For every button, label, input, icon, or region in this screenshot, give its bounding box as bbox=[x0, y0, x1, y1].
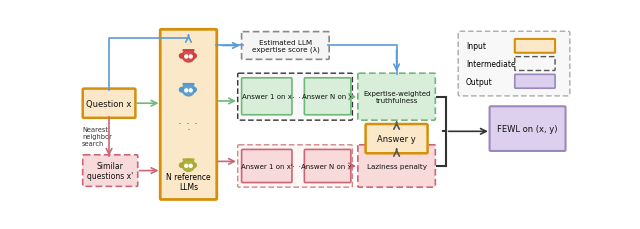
FancyBboxPatch shape bbox=[160, 30, 217, 200]
Circle shape bbox=[179, 55, 184, 59]
FancyBboxPatch shape bbox=[83, 155, 138, 187]
Circle shape bbox=[185, 165, 188, 168]
Text: · · ·: · · · bbox=[292, 161, 308, 171]
Text: Output: Output bbox=[466, 77, 493, 86]
Circle shape bbox=[185, 90, 188, 93]
Text: FEWL on (x, y): FEWL on (x, y) bbox=[497, 125, 558, 134]
FancyBboxPatch shape bbox=[241, 150, 292, 183]
Text: N reference
LLMs: N reference LLMs bbox=[166, 172, 211, 191]
FancyBboxPatch shape bbox=[241, 33, 329, 60]
Circle shape bbox=[189, 90, 192, 93]
Circle shape bbox=[189, 165, 192, 168]
Text: Input: Input bbox=[466, 42, 486, 51]
Circle shape bbox=[189, 56, 192, 59]
FancyBboxPatch shape bbox=[241, 79, 292, 115]
Text: Intermediate: Intermediate bbox=[466, 60, 516, 69]
Circle shape bbox=[192, 55, 196, 59]
Text: Answer 1 on x: Answer 1 on x bbox=[242, 94, 292, 100]
Text: Answer N on x: Answer N on x bbox=[302, 94, 353, 100]
FancyBboxPatch shape bbox=[305, 150, 351, 183]
FancyBboxPatch shape bbox=[458, 32, 570, 96]
FancyBboxPatch shape bbox=[237, 145, 353, 187]
FancyBboxPatch shape bbox=[365, 125, 428, 154]
Text: Answer N on x': Answer N on x' bbox=[301, 163, 354, 169]
FancyBboxPatch shape bbox=[182, 84, 195, 86]
Circle shape bbox=[179, 88, 184, 93]
Text: Expertise-weighted
truthfulness: Expertise-weighted truthfulness bbox=[363, 91, 430, 104]
Text: · · ·: · · · bbox=[292, 92, 308, 102]
FancyBboxPatch shape bbox=[182, 50, 195, 52]
Circle shape bbox=[182, 159, 195, 172]
Circle shape bbox=[179, 163, 184, 168]
Circle shape bbox=[185, 56, 188, 59]
FancyBboxPatch shape bbox=[358, 145, 435, 187]
FancyBboxPatch shape bbox=[490, 107, 566, 151]
FancyBboxPatch shape bbox=[305, 79, 351, 115]
Circle shape bbox=[192, 88, 196, 93]
FancyBboxPatch shape bbox=[515, 40, 555, 54]
Circle shape bbox=[182, 50, 195, 63]
FancyBboxPatch shape bbox=[237, 74, 353, 121]
Text: Similar
questions x': Similar questions x' bbox=[87, 161, 133, 180]
Text: ·: · bbox=[186, 124, 191, 137]
Text: Answer 1 on x': Answer 1 on x' bbox=[241, 163, 292, 169]
FancyBboxPatch shape bbox=[182, 159, 195, 161]
Text: Question x: Question x bbox=[86, 99, 132, 108]
FancyBboxPatch shape bbox=[358, 74, 435, 121]
Text: Estimated LLM
expertise score (λ): Estimated LLM expertise score (λ) bbox=[252, 40, 319, 53]
Text: Nearest
neighbor
search: Nearest neighbor search bbox=[82, 127, 112, 147]
Text: Answer y: Answer y bbox=[377, 135, 416, 144]
FancyBboxPatch shape bbox=[515, 57, 555, 71]
FancyBboxPatch shape bbox=[515, 75, 555, 89]
FancyBboxPatch shape bbox=[83, 89, 136, 118]
Text: Laziness penalty: Laziness penalty bbox=[367, 163, 427, 169]
Circle shape bbox=[182, 84, 195, 96]
Text: · · ·: · · · bbox=[179, 118, 198, 131]
Circle shape bbox=[192, 163, 196, 168]
